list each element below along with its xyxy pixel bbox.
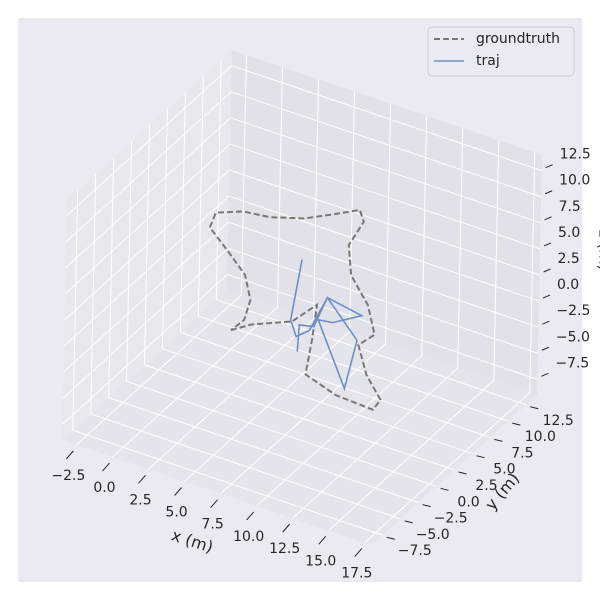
grid-line — [64, 169, 230, 321]
tick-mark — [545, 164, 553, 169]
tick-mark — [541, 372, 549, 377]
tick-mark — [530, 406, 539, 410]
x-tick-label: 2.5 — [129, 492, 151, 508]
grid-line — [228, 221, 539, 328]
tick-mark — [138, 474, 146, 484]
z-tick-label: −7.5 — [555, 355, 589, 371]
grid-line — [63, 195, 230, 347]
z-tick-label: 0.0 — [557, 277, 579, 293]
x-tick-label: 12.5 — [269, 541, 300, 557]
x-tick-label: 10.0 — [233, 529, 264, 545]
tick-mark — [440, 487, 449, 491]
tick-mark — [543, 242, 552, 247]
legend-box — [427, 26, 575, 77]
tick-mark — [102, 462, 110, 472]
grid-line — [231, 65, 542, 172]
y-tick-label: 12.5 — [543, 413, 574, 429]
tick-mark — [66, 450, 74, 460]
grid-line — [198, 315, 509, 422]
tick-mark — [246, 511, 255, 521]
grid-line — [72, 429, 383, 536]
legend: groundtruth traj — [427, 26, 575, 77]
grid-line — [180, 331, 491, 438]
grid-line — [62, 247, 229, 399]
y-tick-label: −7.5 — [398, 543, 432, 559]
z-tick-label: 7.5 — [559, 199, 581, 215]
tick-mark — [386, 536, 395, 540]
tick-mark — [544, 216, 552, 221]
y-tick-label: 2.5 — [475, 478, 497, 494]
y-tick-label: 5.0 — [493, 462, 515, 478]
grid-line — [229, 169, 540, 276]
z-tick-label: 12.5 — [560, 147, 591, 163]
tick-mark — [174, 487, 182, 496]
grid-line — [126, 380, 437, 487]
tick-mark — [318, 536, 327, 545]
grid-line — [64, 143, 231, 295]
y-tick-label: 7.5 — [511, 445, 533, 461]
grid-line — [227, 247, 539, 354]
tick-mark — [354, 548, 363, 557]
grid-line — [66, 65, 233, 217]
z-tick-label: 10.0 — [559, 173, 590, 189]
tick-mark — [422, 504, 431, 508]
tick-mark — [542, 320, 550, 325]
z-tick-label: 5.0 — [558, 225, 580, 241]
grid-line — [65, 91, 232, 243]
grid-line — [63, 221, 229, 373]
tick-mark — [476, 455, 485, 459]
y-tick-label: −5.0 — [416, 527, 450, 543]
tick-mark — [210, 499, 218, 509]
y-tick-label: 0.0 — [457, 494, 479, 510]
grid-line — [230, 117, 541, 224]
tick-mark — [494, 438, 503, 442]
tick-mark — [458, 471, 467, 475]
x-tick-label: −2.5 — [51, 468, 85, 484]
x-tick-label: 17.5 — [341, 566, 372, 582]
grid-line — [90, 413, 401, 520]
tick-mark — [542, 294, 551, 299]
grid-line — [162, 348, 473, 455]
tick-mark — [512, 422, 521, 426]
tick-mark — [543, 268, 551, 273]
z-tick-label: −2.5 — [556, 303, 590, 319]
z-tick-label: −5.0 — [556, 329, 590, 345]
x-tick-label: 7.5 — [201, 517, 223, 533]
series-line — [289, 259, 365, 392]
grid-line — [108, 397, 419, 504]
legend-label: groundtruth — [476, 31, 560, 47]
grid-line — [229, 143, 541, 250]
x-tick-label: 15.0 — [305, 553, 336, 569]
tick-mark — [541, 346, 550, 351]
grid-line — [230, 91, 542, 198]
grid-line — [228, 195, 540, 302]
x-tick-label: 0.0 — [93, 480, 115, 496]
x-tick-label: 5.0 — [165, 505, 187, 521]
grid-line — [144, 364, 455, 471]
tick-mark — [544, 190, 553, 195]
grid-line — [227, 273, 538, 380]
y-tick-label: −2.5 — [434, 511, 468, 527]
y-tick-label: 10.0 — [525, 429, 556, 445]
tick-mark — [404, 520, 413, 524]
tick-mark — [282, 523, 291, 533]
legend-label: traj — [476, 53, 500, 69]
z-axis-label: z (m) — [596, 229, 600, 271]
grid-line — [65, 117, 231, 269]
grid-line — [216, 299, 527, 406]
series-line — [208, 208, 382, 412]
z-tick-label: 2.5 — [558, 251, 580, 267]
grid-line — [61, 273, 228, 425]
